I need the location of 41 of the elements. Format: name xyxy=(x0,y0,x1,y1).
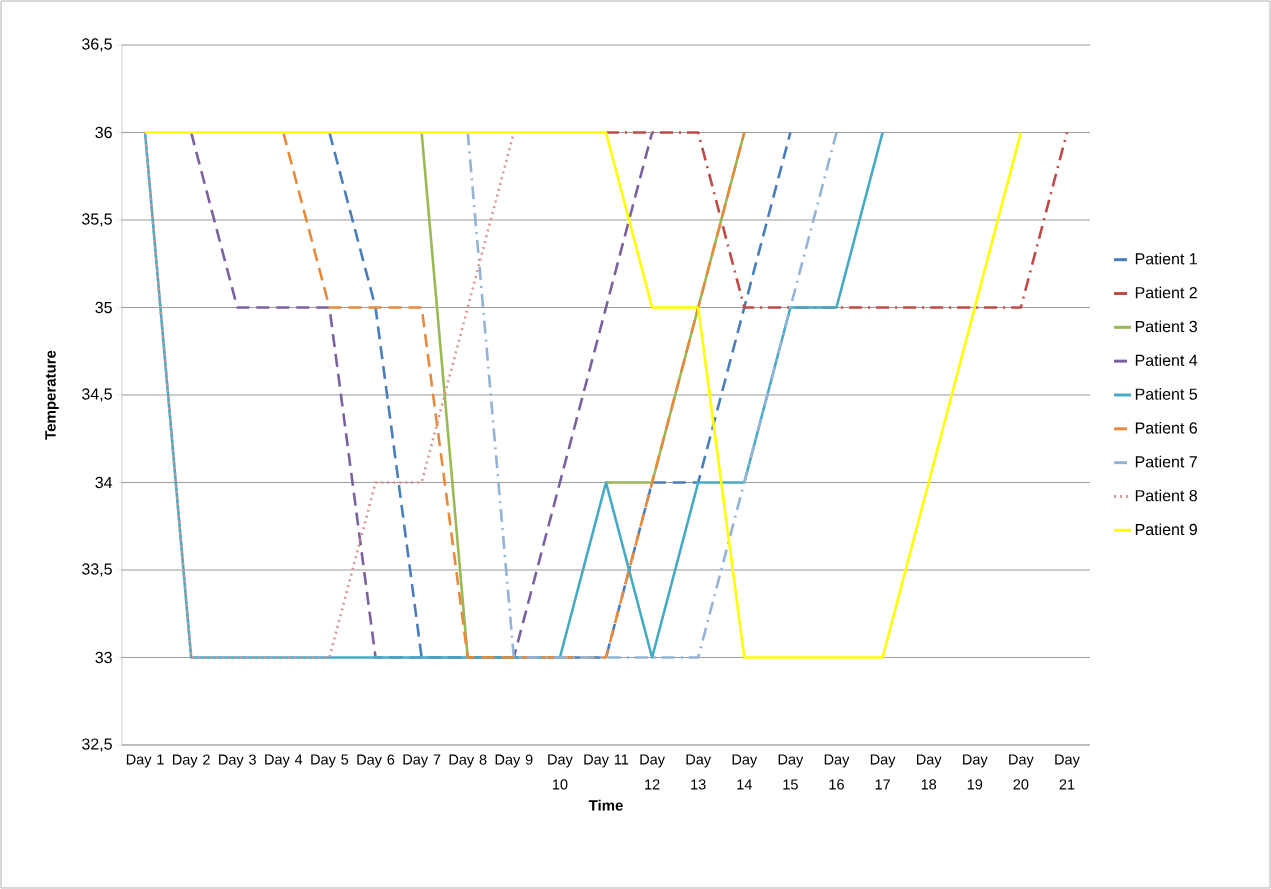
x-tick-label: Day 21 xyxy=(1055,754,1080,790)
x-axis-title: Time xyxy=(588,799,623,811)
x-tick-label: Day 20 xyxy=(1009,754,1034,790)
y-tick-label: 32,5 xyxy=(82,738,112,752)
x-tick-label: Day 5 xyxy=(311,754,349,768)
legend-label: Patient 7 xyxy=(1135,455,1197,468)
legend-label: Patient 4 xyxy=(1135,354,1198,366)
x-tick-label: Day 19 xyxy=(963,754,988,790)
x-tick-label: Day 17 xyxy=(870,754,896,790)
x-tick-label: Day 2 xyxy=(173,754,210,768)
x-tick-label: Day 10 xyxy=(548,754,573,790)
y-axis-title: Temperature xyxy=(45,350,59,440)
y-tick-label: 36,5 xyxy=(82,38,112,52)
x-tick-label: Day 6 xyxy=(357,754,395,768)
x-tick-label: Day 13 xyxy=(686,754,712,790)
x-tick-label: Day 4 xyxy=(265,754,303,768)
y-tick-label: 33,5 xyxy=(82,563,112,577)
x-tick-label: Day 15 xyxy=(778,754,804,790)
x-tick-label: Day 14 xyxy=(732,754,758,790)
y-tick-label: 35,5 xyxy=(82,213,112,227)
x-tick-label: Day 18 xyxy=(916,754,942,790)
x-tick-label: Day 11 xyxy=(584,754,629,768)
legend-label: Patient 3 xyxy=(1135,320,1198,333)
y-tick-label: 34 xyxy=(95,476,113,489)
legend-label: Patient 1 xyxy=(1135,252,1197,265)
x-tick-label: Day 12 xyxy=(640,754,665,790)
x-tick-label: Day 16 xyxy=(824,754,850,790)
x-tick-label: Day 8 xyxy=(449,754,487,768)
y-tick-label: 33 xyxy=(95,651,112,664)
y-tick-label: 35 xyxy=(95,301,112,314)
legend-label: Patient 5 xyxy=(1135,388,1198,400)
y-tick-label: 34,5 xyxy=(82,388,112,402)
x-tick-label: Day 3 xyxy=(219,754,256,768)
legend-label: Patient 6 xyxy=(1135,421,1198,434)
x-tick-label: Day 9 xyxy=(495,754,533,768)
x-tick-label: Day 7 xyxy=(403,754,441,768)
legend-label: Patient 9 xyxy=(1135,523,1197,536)
y-tick-label: 36 xyxy=(95,126,112,139)
x-tick-label: Day 1 xyxy=(126,754,164,768)
legend-label: Patient 2 xyxy=(1135,286,1197,299)
legend-label: Patient 8 xyxy=(1135,489,1198,502)
